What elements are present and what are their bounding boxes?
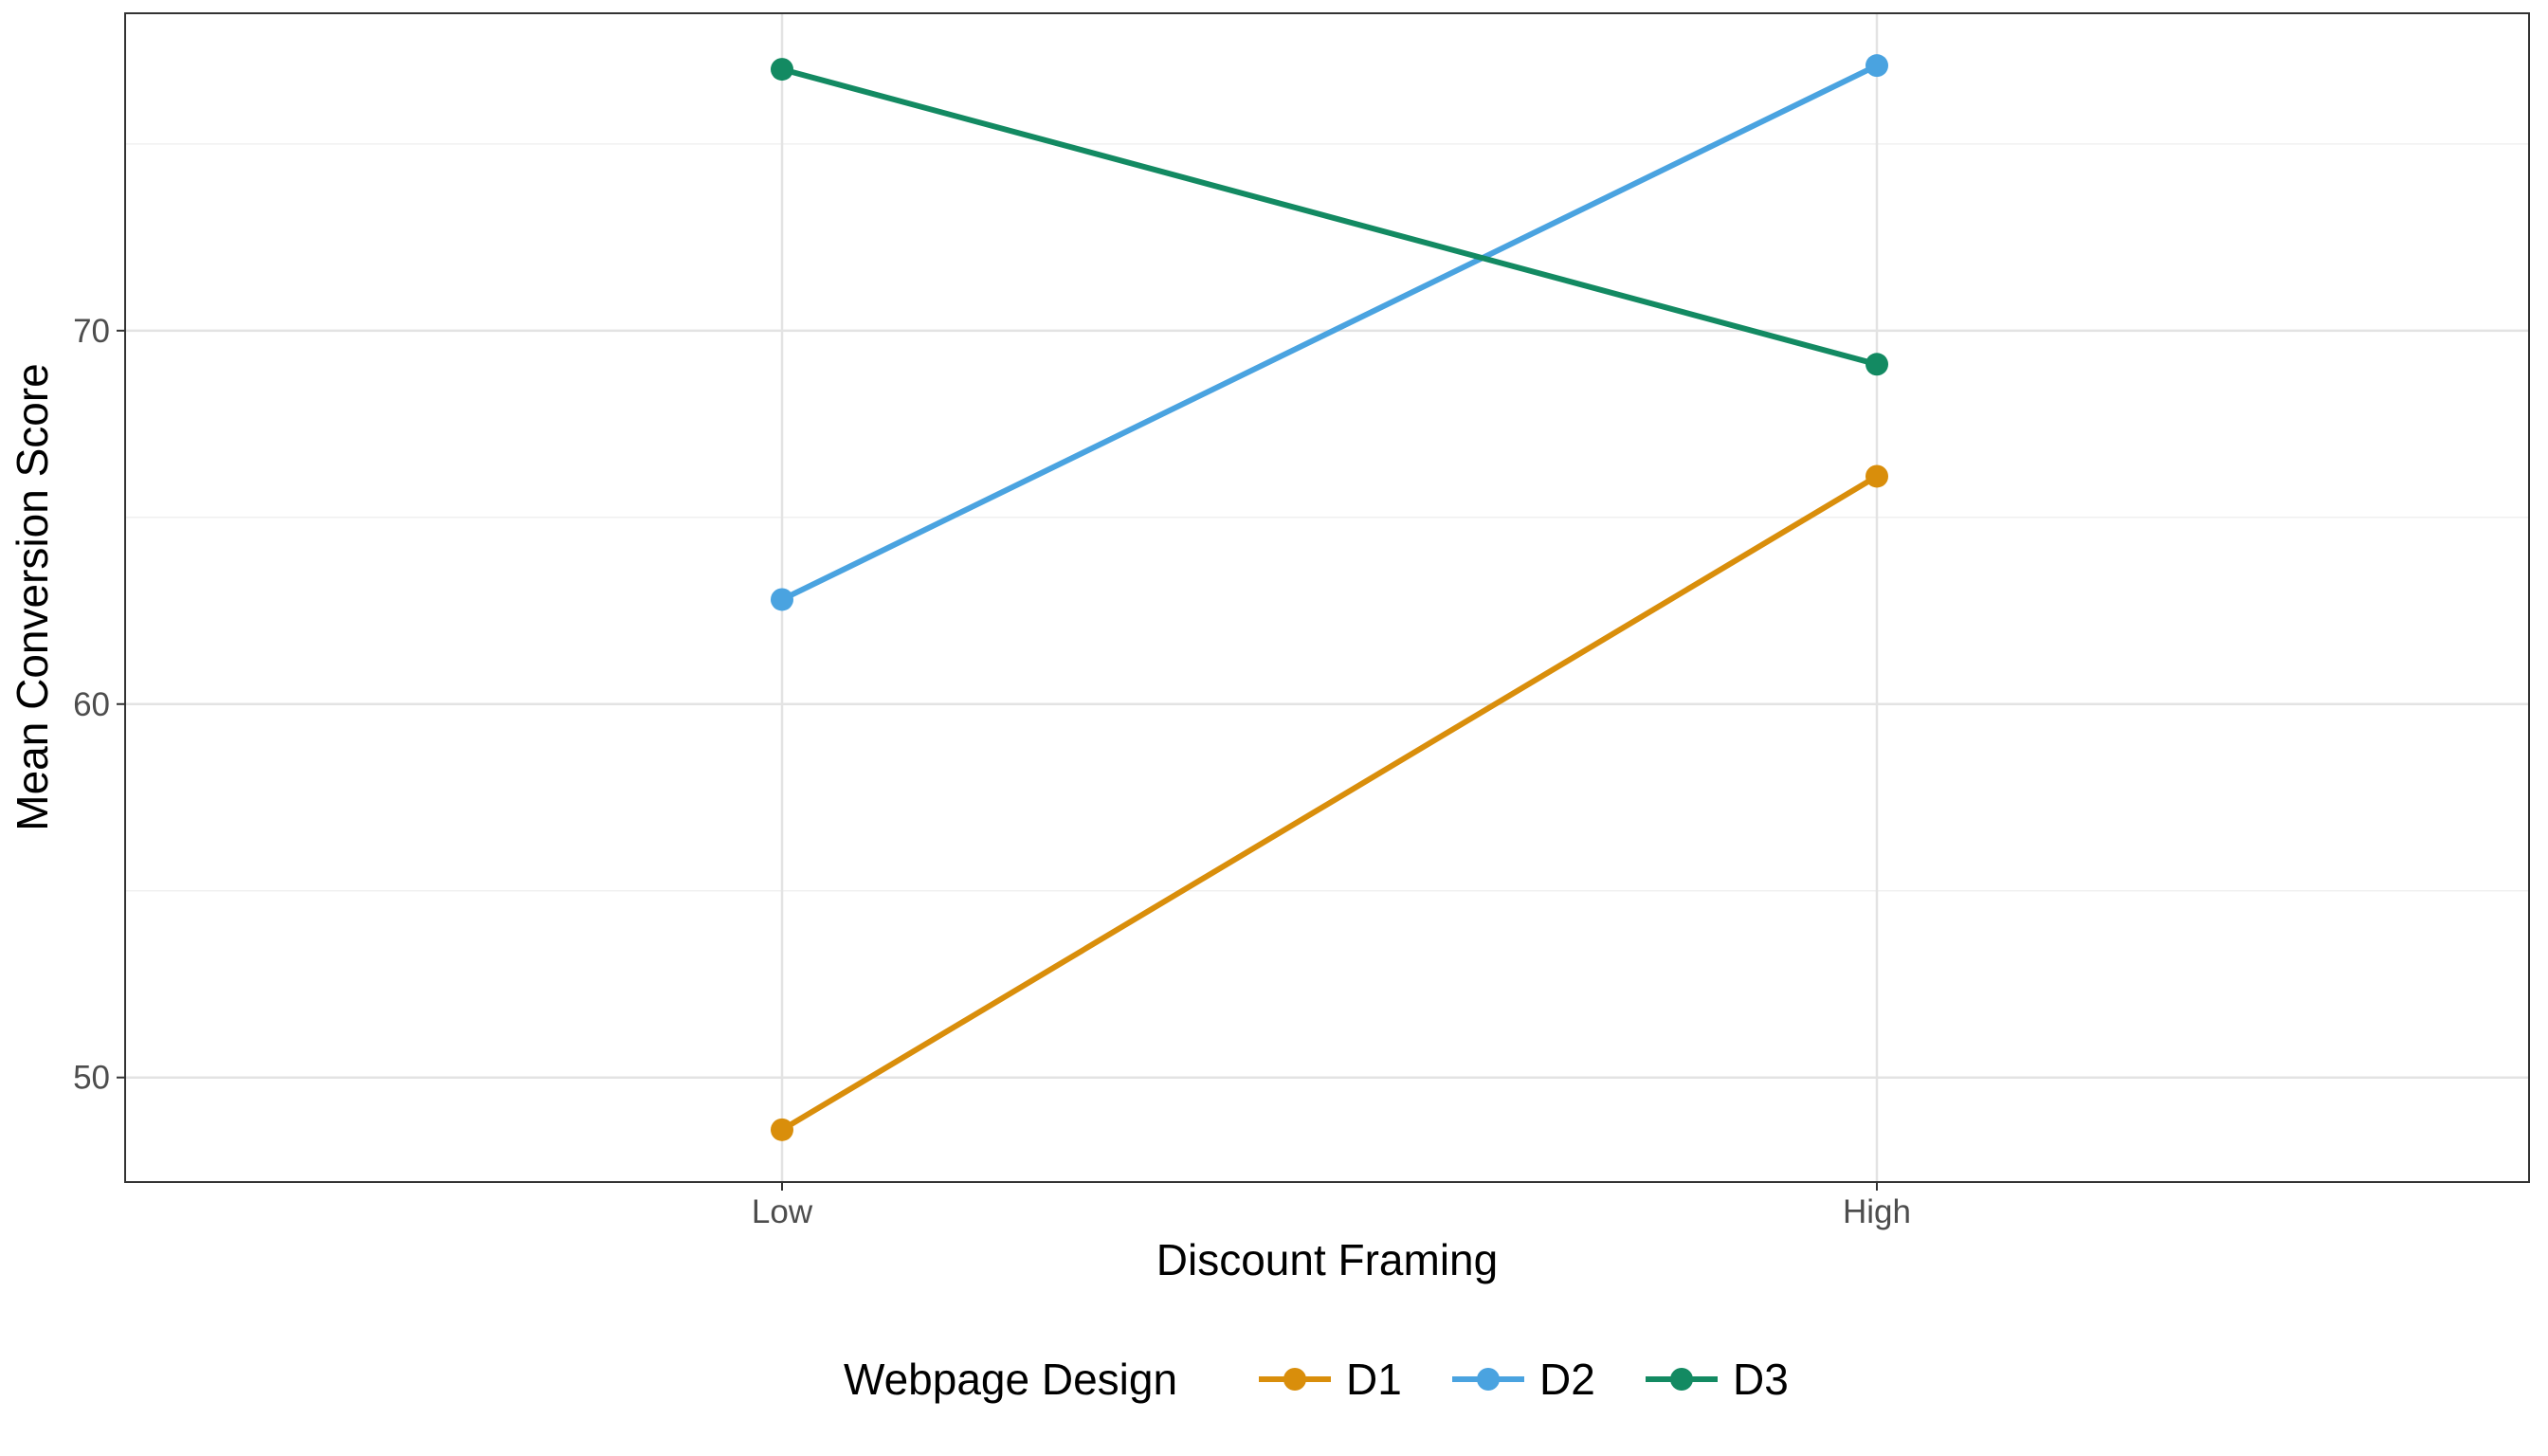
data-point-d1-low xyxy=(771,1118,793,1141)
data-point-d3-low xyxy=(771,58,793,82)
data-point-d2-low xyxy=(771,588,793,611)
y-tick-label: 50 xyxy=(73,1060,110,1097)
legend-items: D1 D2 D3 xyxy=(1259,1355,1789,1404)
y-tick-label: 60 xyxy=(73,686,110,723)
legend-key-point-d3 xyxy=(1670,1368,1693,1391)
grid-layer xyxy=(125,13,2529,1182)
panel-border xyxy=(124,12,2530,1183)
legend-label-d2: D2 xyxy=(1539,1355,1595,1404)
series-line-d2 xyxy=(780,63,1879,603)
series-line-d3 xyxy=(781,66,1878,368)
x-tick-label-low: Low xyxy=(752,1193,813,1230)
legend-key-point-d1 xyxy=(1283,1368,1306,1391)
legend-title: Webpage Design xyxy=(844,1355,1177,1404)
data-point-d2-high xyxy=(1866,54,1888,78)
data-point-d1-high xyxy=(1866,464,1888,488)
data-point-d3-high xyxy=(1866,353,1888,376)
y-axis-title: Mean Conversion Score xyxy=(8,363,57,830)
x-tick-label-high: High xyxy=(1843,1193,1911,1230)
legend-key-point-d2 xyxy=(1477,1368,1500,1391)
legend-label-d1: D1 xyxy=(1346,1355,1402,1404)
x-axis-title: Discount Framing xyxy=(1156,1235,1498,1284)
legend-label-d3: D3 xyxy=(1733,1355,1789,1404)
y-tick-label: 70 xyxy=(73,313,110,350)
series-layer xyxy=(771,54,1888,1141)
series-line-d1 xyxy=(780,473,1879,1133)
legend: Webpage Design D1 D2 D3 xyxy=(844,1355,1789,1404)
axis-layer: 50 60 70 Low High xyxy=(73,313,1911,1230)
